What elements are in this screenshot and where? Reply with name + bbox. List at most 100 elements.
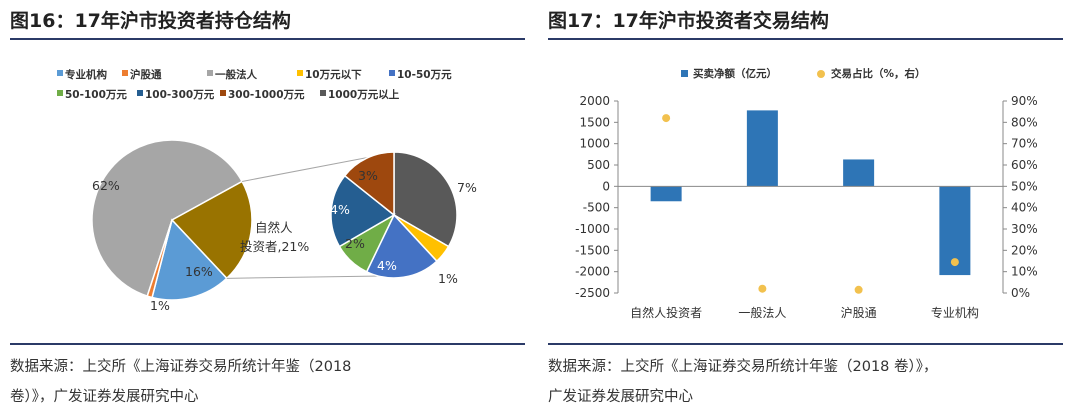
x-tick-label: 专业机构: [931, 305, 979, 320]
source-line-1: 数据来源：上交所《上海证券交易所统计年鉴（2018 卷）》，: [548, 359, 938, 375]
slice-label: 4%: [330, 202, 350, 217]
pie-legend: 专业机构 沪股通 一般法人 10万元以下 10-50万元 50-100万元 100-300万…: [57, 68, 452, 101]
bar: [843, 159, 875, 187]
slice-100-300万元: [330, 174, 396, 248]
slice-1000万元以上: [393, 151, 458, 248]
y2-tick-label: 90%: [1011, 94, 1038, 108]
slice-300-1000万元: [343, 151, 395, 217]
y-tick-label: -2000: [575, 265, 610, 279]
legend-swatch: [57, 70, 63, 76]
trade-share-points: [662, 114, 959, 294]
sub-pie: 7% 1% 4% 2% 4% 3%: [330, 151, 477, 286]
trading-structure-bar-chart: 买卖净额（亿元） 交易占比（%，右） 2000 1500 1000 500 0 -500 -1…: [575, 67, 1038, 320]
legend-label: 一般法人: [215, 68, 257, 81]
y2-tick-label: 50%: [1011, 179, 1038, 193]
x-tick-label: 沪股通: [841, 306, 877, 320]
legend-item: 100-300万元: [137, 89, 215, 101]
connector-line-top: [242, 153, 387, 182]
natural-investor-share-label: 投资者,21%: [240, 239, 309, 254]
source-line-1: 数据来源：上交所《上海证券交易所统计年鉴（2018: [10, 359, 352, 375]
y-tick-label: 0: [602, 179, 610, 193]
figure-16-title: 图16：17年沪市投资者持仓结构: [10, 10, 291, 32]
legend-item: 一般法人: [207, 68, 257, 81]
y-tick-label: 500: [587, 158, 610, 172]
slice-一般法人: [91, 139, 244, 298]
slice-label: 62%: [92, 178, 120, 193]
legend-item: 10-50万元: [389, 69, 452, 81]
y2-tick-label: 70%: [1011, 137, 1038, 151]
legend-label: 10-50万元: [397, 69, 452, 81]
y2-tick-label: 20%: [1011, 243, 1038, 257]
slice-label: 3%: [358, 168, 378, 183]
source-rule: [10, 343, 525, 345]
main-pie: 62% 16% 1%: [91, 139, 253, 313]
x-tick-label: 一般法人: [738, 305, 786, 320]
legend-item: 10万元以下: [297, 69, 362, 81]
legend-item: 50-100万元: [57, 89, 127, 101]
slice-label: 4%: [377, 258, 397, 273]
share-point: [950, 258, 959, 267]
y-tick-label: -1000: [575, 222, 610, 236]
y2-tick-label: 80%: [1011, 115, 1038, 129]
y-axis-left: 2000 1500 1000 500 0 -500 -1000 -1500 -2000 -2500: [575, 94, 619, 300]
y-tick-label: -500: [583, 201, 610, 215]
holding-structure-pie-chart: 专业机构 沪股通 一般法人 10万元以下 10-50万元 50-100万元 100-300万…: [57, 68, 477, 313]
legend-label: 10万元以下: [305, 69, 362, 81]
bar: [746, 110, 778, 187]
legend-item: 300-1000万元: [220, 89, 305, 101]
figure-17-source: 数据来源：上交所《上海证券交易所统计年鉴（2018 卷）》， 广发证券发展研究中…: [548, 352, 1063, 412]
net-amount-bars: [650, 110, 971, 276]
legend-label: 沪股通: [130, 68, 162, 81]
x-tick-label: 自然人投资者: [630, 305, 702, 320]
slice-label: 16%: [185, 264, 213, 279]
legend-swatch: [207, 70, 213, 76]
legend-item: 沪股通: [122, 68, 162, 81]
source-line-2: 卷）》，广发证券发展研究中心: [10, 389, 199, 405]
share-point: [758, 284, 767, 293]
y2-tick-label: 40%: [1011, 201, 1038, 215]
legend-label: 50-100万元: [65, 89, 127, 101]
share-point: [662, 114, 671, 123]
legend-swatch: [220, 90, 226, 96]
slice-label: 1%: [438, 271, 458, 286]
legend-label: 交易占比（%，右）: [831, 67, 926, 80]
slice-专业机构: [151, 218, 228, 301]
y-tick-label: -1500: [575, 243, 610, 257]
y2-tick-label: 30%: [1011, 222, 1038, 236]
legend-swatch: [122, 70, 128, 76]
legend-label: 专业机构: [65, 68, 107, 81]
y2-tick-label: 60%: [1011, 158, 1038, 172]
title-rule: [10, 38, 525, 40]
y2-tick-label: 10%: [1011, 265, 1038, 279]
natural-investor-label: 自然人: [255, 220, 293, 235]
slice-沪股通: [146, 219, 173, 299]
y-tick-label: 2000: [579, 94, 610, 108]
figure-16-source: 数据来源：上交所《上海证券交易所统计年鉴（2018 卷）》，广发证券发展研究中心: [10, 352, 525, 412]
legend-swatch-bar: [681, 70, 688, 77]
slice-label: 2%: [345, 236, 365, 251]
y2-tick-label: 0%: [1011, 286, 1030, 300]
legend-swatch: [297, 70, 303, 76]
legend-swatch-dot: [817, 70, 825, 78]
legend-label: 100-300万元: [145, 89, 215, 101]
y-tick-label: 1000: [579, 137, 610, 151]
legend-swatch: [320, 90, 326, 96]
legend-label: 1000万元以上: [328, 88, 400, 101]
bar: [650, 186, 682, 202]
source-rule: [548, 343, 1063, 345]
x-axis: 自然人投资者 一般法人 沪股通 专业机构: [618, 185, 1003, 320]
pie-connector-lines: [226, 153, 387, 279]
figure-17-panel: 图17：17年沪市投资者交易结构 买卖净额（亿元） 交易占比（%，右） 2000 1…: [548, 0, 1073, 414]
legend-swatch: [57, 90, 63, 96]
legend-swatch: [137, 90, 143, 96]
slice-10-50万元: [365, 213, 438, 279]
connector-line-bottom: [226, 275, 383, 279]
slice-自然人投资者: [170, 180, 253, 280]
legend-item: 专业机构: [57, 68, 107, 81]
slice-label: 7%: [457, 180, 477, 195]
share-point: [854, 285, 863, 294]
title-rule: [548, 38, 1063, 40]
legend-label: 买卖净额（亿元）: [693, 67, 777, 80]
y-tick-label: 1500: [579, 115, 610, 129]
legend-label: 300-1000万元: [228, 89, 305, 101]
